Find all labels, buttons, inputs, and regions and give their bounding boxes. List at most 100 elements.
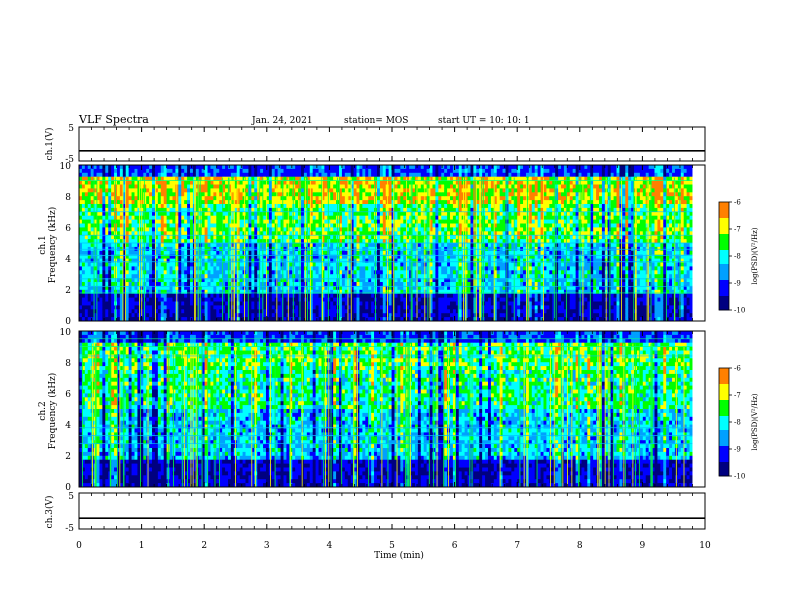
spectrogram-cell <box>318 235 322 240</box>
spectrogram-cell <box>230 266 235 271</box>
spectrogram-cell <box>327 231 331 236</box>
spectrogram-cell <box>379 180 384 185</box>
spectrogram-cell <box>236 305 241 310</box>
spectrogram-cell <box>201 207 206 213</box>
spectrogram-cell <box>251 270 255 275</box>
spectrogram-cell <box>350 262 355 267</box>
spectrogram-cell <box>423 250 428 256</box>
spectrogram-cell <box>178 165 182 170</box>
spectrogram-cell <box>268 223 273 228</box>
spectrogram-cell <box>99 165 103 170</box>
spectrogram-cell <box>356 250 360 256</box>
spectrogram-cell <box>102 285 106 291</box>
spectrogram-cell <box>441 192 445 197</box>
spectrogram-cell <box>210 176 214 181</box>
spectrogram-cell <box>271 274 276 279</box>
spectrogram-cell <box>166 297 170 302</box>
spectrogram-cell <box>245 282 249 287</box>
spectrogram-cell <box>268 168 273 174</box>
spectrogram-cell <box>128 309 132 314</box>
spectrogram-cell <box>233 231 238 236</box>
spectrogram-cell <box>406 239 410 244</box>
spectrogram-cell <box>324 180 328 185</box>
spectrogram-cell <box>277 207 281 213</box>
spectrogram-cell <box>251 274 255 279</box>
spectrogram-cell <box>353 223 357 228</box>
spectrogram-cell <box>292 204 296 209</box>
spectrogram-cell <box>204 266 208 271</box>
spectrogram-cell <box>438 289 442 295</box>
spectrogram-cell <box>119 176 124 181</box>
spectrogram-cell <box>248 266 252 271</box>
spectrogram-cell <box>289 192 293 197</box>
spectrogram-cell <box>441 196 445 201</box>
spectrogram-cell <box>222 211 226 217</box>
spectrogram-cell <box>87 262 92 267</box>
spectrogram-cell <box>356 297 360 302</box>
spectrogram-cell <box>169 231 173 236</box>
spectrogram-cell <box>181 243 185 248</box>
spectrogram-cell <box>263 219 267 224</box>
spectrogram-cell <box>292 172 296 178</box>
spectrogram-cell <box>233 168 238 174</box>
spectrogram-cell <box>108 180 112 185</box>
spectrogram-cell <box>277 192 281 197</box>
spectrogram-cell <box>429 297 433 302</box>
spectrogram-cell <box>379 305 384 310</box>
spectrogram-cell <box>239 227 243 232</box>
spectrogram-cell <box>309 274 314 279</box>
spectrogram-cell <box>93 184 97 189</box>
spectrogram-cell <box>251 254 255 259</box>
spectrogram-cell <box>260 211 264 217</box>
spectrogram-cell <box>87 200 92 205</box>
spectrogram-cell <box>128 297 132 302</box>
spectrogram-cell <box>321 243 325 248</box>
spectrogram-cell <box>114 172 118 178</box>
spectrogram-cell <box>344 219 349 224</box>
spectrogram-cell <box>236 223 241 228</box>
spectrogram-cell <box>423 180 428 185</box>
spectrogram-cell <box>131 176 135 181</box>
spectrogram-cell <box>283 192 287 197</box>
spectrogram-cell <box>181 274 185 279</box>
spectrogram-cell <box>105 270 109 275</box>
spectrogram-cell <box>330 215 334 220</box>
spectrogram-cell <box>128 274 132 279</box>
spectrogram-cell <box>210 285 214 291</box>
spectrogram-cell <box>99 200 103 205</box>
spectrogram-cell <box>172 270 176 275</box>
spectrogram-cell <box>225 176 229 181</box>
spectrogram-cell <box>149 227 153 232</box>
spectrogram-cell <box>333 262 337 267</box>
spectrogram-cell <box>160 211 165 217</box>
spectrogram-cell <box>79 278 83 283</box>
spectrogram-cell <box>376 301 381 306</box>
spectrogram-cell <box>371 266 375 271</box>
spectrogram-cell <box>432 317 436 322</box>
spectrogram-cell <box>79 270 83 275</box>
spectrogram-cell <box>99 180 103 185</box>
spectrogram-cell <box>388 207 392 213</box>
spectrogram-cell <box>178 239 182 244</box>
spectrogram-cell <box>207 219 211 224</box>
spectrogram-cell <box>312 305 317 310</box>
spectrogram-cell <box>263 254 267 259</box>
spectrogram-cell <box>277 227 281 232</box>
spectrogram-cell <box>90 219 95 224</box>
spectrogram-cell <box>321 239 325 244</box>
spectrogram-cell <box>90 231 95 236</box>
spectrogram-cell <box>219 200 223 205</box>
spectrogram-cell <box>341 293 346 298</box>
spectrogram-cell <box>420 289 425 295</box>
spectrogram-cell <box>239 239 243 244</box>
spectrogram-cell <box>190 172 194 178</box>
spectrogram-cell <box>263 250 267 256</box>
spectrogram-cell <box>169 274 173 279</box>
spectrogram-cell <box>441 165 445 170</box>
spectrogram-cell <box>289 293 293 298</box>
spectrogram-cell <box>213 196 217 201</box>
spectrogram-cell <box>187 215 191 220</box>
spectrogram-cell <box>341 192 346 197</box>
spectrogram-cell <box>116 223 121 228</box>
spectrogram-cell <box>90 235 95 240</box>
